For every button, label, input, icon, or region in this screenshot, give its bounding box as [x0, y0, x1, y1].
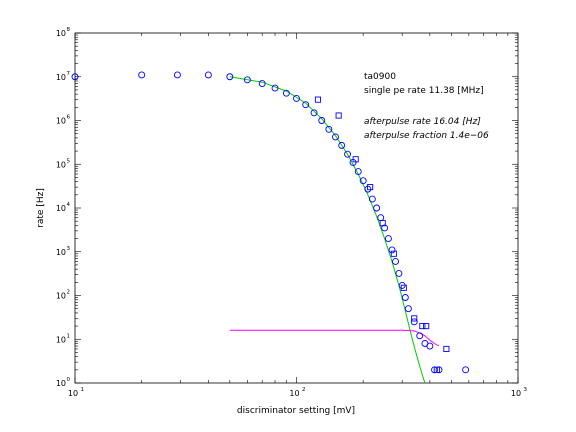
data-point-circle [381, 224, 389, 232]
data-point-circle [368, 195, 376, 203]
data-point-circle [243, 76, 251, 84]
data-point-circle [271, 84, 279, 92]
y-axis-label: rate [Hz] [36, 188, 46, 228]
data-point-square [423, 323, 430, 330]
data-point-circle [138, 71, 146, 79]
data-point-circle [426, 342, 434, 350]
y-tick-exponent: 0 [67, 377, 71, 383]
y-tick-exponent: 4 [67, 202, 71, 208]
data-point-circle [388, 246, 396, 254]
plot-frame [74, 32, 519, 384]
annotation-afterpulse-fraction: afterpulse fraction 1.4e−06 [364, 131, 489, 141]
y-tick-label: 10 [56, 117, 66, 126]
x-tick-label: 10 [68, 389, 78, 398]
y-tick-exponent: 3 [67, 246, 71, 252]
y-tick-label: 10 [56, 379, 66, 388]
fit-lines [229, 76, 440, 383]
data-point-circle [392, 258, 399, 265]
x-tick-exponent: 2 [302, 387, 306, 393]
data-point-square [400, 284, 407, 291]
y-tick-exponent: 1 [67, 333, 71, 339]
y-tick-label: 10 [56, 248, 66, 257]
data-point-circle [410, 318, 418, 326]
data-point-circle [302, 101, 310, 109]
data-point-circle [310, 109, 318, 117]
y-tick-label: 10 [56, 292, 66, 301]
data-point-circle [204, 71, 212, 79]
data-point-circle [416, 332, 424, 340]
data-point-circle [344, 150, 351, 158]
data-point-circle [332, 133, 339, 141]
data-point-square [379, 220, 386, 227]
data-point-square [390, 250, 397, 257]
data-point-square [433, 366, 440, 373]
data-point-circle [395, 269, 403, 277]
data-point-square [335, 112, 342, 119]
data-point-square [314, 96, 322, 103]
data-point-square [367, 184, 374, 191]
y-tick-label: 10 [56, 29, 66, 38]
axis-ticks: 10 1 10 2 10 310 010 110 210 310 410 510 610 710 8 [56, 27, 528, 398]
annotation-afterpulse-rate: afterpulse rate 16.04 [Hz] [364, 117, 481, 127]
data-point-square [443, 345, 450, 353]
afterpulse-curve-magenta [229, 329, 440, 347]
y-tick-exponent: 7 [67, 71, 71, 77]
y-tick-exponent: 6 [67, 115, 71, 121]
data-point-circle [71, 73, 79, 81]
data-point-circle [373, 204, 381, 212]
data-point-circle [173, 71, 181, 79]
y-tick-exponent: 8 [67, 27, 71, 33]
y-tick-label: 10 [56, 73, 66, 82]
data-point-square [352, 156, 359, 163]
x-axis-label: discriminator setting [mV] [237, 406, 355, 416]
data-point-circle [282, 89, 290, 97]
data-point-circle [226, 73, 234, 81]
data-point-circle [354, 168, 362, 176]
x-tick-exponent: 1 [81, 387, 85, 393]
data-point-square [419, 323, 426, 330]
data-point-circle [338, 141, 346, 149]
data-point-circle [318, 117, 326, 124]
annotation-run-id: ta0900 [364, 72, 396, 82]
y-tick-label: 10 [56, 160, 66, 169]
data-point-square [411, 315, 418, 322]
fit-curve-green [229, 76, 426, 383]
data-point-circle [359, 177, 367, 185]
x-tick-label: 10 [289, 389, 299, 398]
y-tick-exponent: 2 [67, 290, 71, 296]
data-point-circle [404, 305, 412, 313]
x-tick-label: 10 [511, 389, 521, 398]
y-tick-label: 10 [56, 204, 66, 213]
data-point-circle [258, 80, 266, 87]
y-tick-label: 10 [56, 335, 66, 344]
data-point-circle [401, 294, 409, 301]
data-point-circle [325, 125, 333, 133]
data-point-circle [384, 235, 392, 243]
data-point-circle [293, 94, 300, 102]
y-tick-exponent: 5 [67, 158, 71, 164]
x-tick-exponent: 3 [524, 387, 528, 393]
data-points [71, 71, 470, 374]
data-point-circle [462, 366, 470, 374]
annotation-single-pe-rate: single pe rate 11.38 [MHz] [364, 86, 484, 96]
